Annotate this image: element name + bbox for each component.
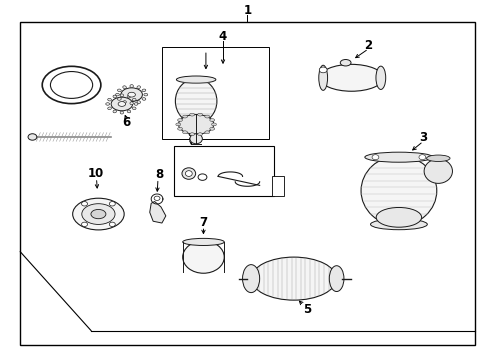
Ellipse shape [329, 266, 344, 292]
Ellipse shape [197, 133, 202, 136]
Ellipse shape [340, 59, 351, 66]
Ellipse shape [190, 134, 202, 144]
Text: 4: 4 [219, 30, 227, 43]
Ellipse shape [205, 131, 210, 134]
Ellipse shape [108, 98, 112, 101]
Ellipse shape [185, 171, 192, 176]
Ellipse shape [177, 127, 182, 130]
Circle shape [109, 202, 115, 206]
Circle shape [419, 155, 426, 160]
Ellipse shape [137, 101, 141, 103]
Ellipse shape [118, 102, 125, 106]
Text: 1: 1 [244, 4, 251, 17]
Ellipse shape [111, 97, 133, 111]
Ellipse shape [198, 174, 207, 180]
Bar [174, 146, 274, 196]
Ellipse shape [183, 131, 188, 134]
Circle shape [81, 222, 88, 226]
Ellipse shape [424, 159, 452, 183]
Text: 5: 5 [303, 303, 312, 316]
Ellipse shape [123, 101, 126, 103]
Ellipse shape [42, 66, 101, 104]
Ellipse shape [142, 98, 146, 100]
Ellipse shape [128, 92, 135, 97]
Ellipse shape [182, 168, 196, 179]
Ellipse shape [127, 110, 131, 113]
Ellipse shape [106, 103, 110, 105]
Ellipse shape [212, 123, 217, 126]
Ellipse shape [427, 155, 450, 162]
Text: 7: 7 [199, 216, 208, 229]
Polygon shape [150, 202, 166, 223]
Text: 8: 8 [155, 168, 164, 181]
Circle shape [154, 196, 160, 201]
Ellipse shape [210, 127, 215, 130]
Text: 10: 10 [88, 167, 104, 180]
Text: 9: 9 [187, 130, 196, 143]
Ellipse shape [376, 207, 421, 227]
Text: 6: 6 [122, 116, 131, 129]
Ellipse shape [243, 265, 260, 293]
Ellipse shape [134, 103, 138, 105]
Ellipse shape [28, 134, 37, 140]
Ellipse shape [118, 89, 121, 92]
Ellipse shape [177, 119, 182, 121]
Ellipse shape [91, 210, 106, 219]
Ellipse shape [210, 119, 215, 121]
Ellipse shape [320, 64, 383, 91]
Bar [162, 47, 270, 139]
Ellipse shape [132, 107, 136, 109]
Circle shape [372, 155, 379, 160]
Ellipse shape [361, 156, 437, 226]
Ellipse shape [113, 95, 117, 98]
Ellipse shape [178, 114, 214, 134]
Text: 2: 2 [365, 39, 373, 52]
Ellipse shape [121, 88, 143, 102]
Ellipse shape [142, 89, 146, 92]
Ellipse shape [251, 257, 337, 300]
Ellipse shape [50, 72, 93, 98]
Ellipse shape [175, 79, 217, 123]
Ellipse shape [73, 198, 124, 230]
Circle shape [109, 222, 115, 226]
Ellipse shape [144, 93, 148, 96]
Ellipse shape [176, 123, 181, 126]
Ellipse shape [120, 94, 123, 97]
Ellipse shape [118, 98, 121, 100]
Ellipse shape [365, 152, 433, 162]
Ellipse shape [82, 204, 115, 224]
Ellipse shape [190, 113, 195, 116]
Ellipse shape [376, 66, 386, 89]
Ellipse shape [127, 95, 131, 98]
Text: 3: 3 [419, 131, 427, 144]
Circle shape [319, 67, 327, 73]
Ellipse shape [183, 241, 224, 273]
Ellipse shape [120, 111, 123, 114]
Ellipse shape [113, 110, 117, 113]
Ellipse shape [123, 86, 126, 89]
Ellipse shape [197, 113, 202, 116]
Ellipse shape [130, 85, 133, 87]
Ellipse shape [190, 133, 195, 136]
Ellipse shape [108, 107, 112, 109]
Ellipse shape [176, 76, 216, 83]
Ellipse shape [205, 115, 210, 118]
Ellipse shape [116, 93, 120, 96]
Ellipse shape [370, 219, 427, 230]
Ellipse shape [183, 115, 188, 118]
Ellipse shape [319, 65, 328, 90]
Circle shape [81, 202, 88, 206]
Ellipse shape [132, 98, 136, 101]
Ellipse shape [130, 102, 133, 105]
Ellipse shape [137, 86, 141, 89]
Ellipse shape [183, 238, 224, 246]
Bar [272, 176, 284, 196]
